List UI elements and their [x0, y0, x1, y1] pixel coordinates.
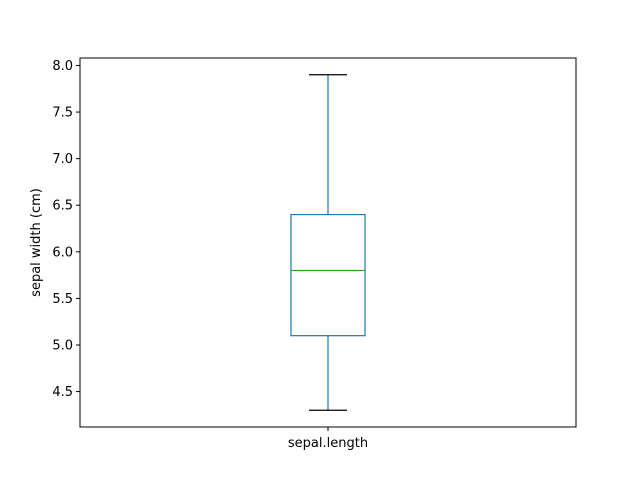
y-axis-label: sepal width (cm) — [29, 188, 44, 297]
box-sepal-length — [290, 74, 366, 411]
x-tick-label: sepal.length — [288, 436, 368, 451]
x-axis-ticks: sepal.length — [288, 427, 368, 451]
y-axis-ticks: 4.5 5.0 5.5 6.0 6.5 7.0 7.5 8.0 — [52, 59, 80, 400]
y-tick-label: 7.0 — [52, 152, 73, 167]
y-tick-label: 5.5 — [52, 292, 73, 307]
y-tick-label: 4.5 — [52, 385, 73, 400]
iqr-box — [290, 213, 366, 337]
boxes-group — [290, 74, 366, 411]
plot-area: 4.5 5.0 5.5 6.0 6.5 7.0 7.5 8.0 sepal.length — [52, 57, 577, 451]
y-tick-label: 6.0 — [52, 245, 73, 260]
y-tick-label: 7.5 — [52, 106, 73, 121]
y-tick-label: 6.5 — [52, 199, 73, 214]
y-tick-label: 8.0 — [52, 59, 73, 74]
y-tick-label: 5.0 — [52, 339, 73, 354]
